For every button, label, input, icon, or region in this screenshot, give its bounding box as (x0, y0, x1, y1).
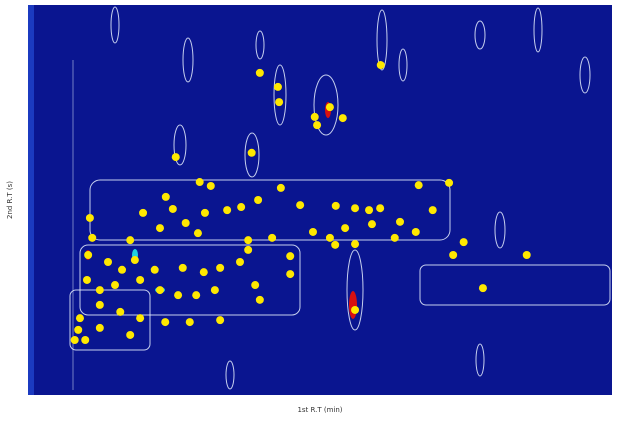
peak-point (277, 184, 285, 192)
peak-point (126, 236, 134, 244)
peak-point (207, 182, 215, 190)
peak-point (331, 241, 339, 249)
peak-point (479, 284, 487, 292)
peak-point (341, 224, 349, 232)
peak-point (161, 318, 169, 326)
plot-background (28, 5, 612, 395)
peak-point (256, 296, 264, 304)
peak-point (311, 113, 319, 121)
peak-point (365, 206, 373, 214)
peak-point (186, 318, 194, 326)
peak-point (332, 202, 340, 210)
peak-point (81, 336, 89, 344)
peak-point (131, 256, 139, 264)
peak-point (244, 236, 252, 244)
peak-point (88, 234, 96, 242)
peak-point (136, 276, 144, 284)
peak-point (211, 286, 219, 294)
peak-point (309, 228, 317, 236)
chart: 1st R.T (min) 2nd R.T (s) (0, 0, 618, 419)
peak-point (449, 251, 457, 259)
peak-point (118, 266, 126, 274)
peak-point (286, 270, 294, 278)
peak-point (275, 98, 283, 106)
peak-point (126, 331, 134, 339)
x-axis-label: 1st R.T (min) (297, 406, 342, 414)
peak-point (86, 214, 94, 222)
peak-point (151, 266, 159, 274)
peak-point (169, 205, 177, 213)
peak-point (268, 234, 276, 242)
peak-point (74, 326, 82, 334)
peak-point (368, 220, 376, 228)
peak-point (196, 178, 204, 186)
peak-point (76, 314, 84, 322)
peak-point (274, 83, 282, 91)
peak-point (339, 114, 347, 122)
peak-point (216, 316, 224, 324)
peak-point (192, 291, 200, 299)
peak-point (179, 264, 187, 272)
peak-point (326, 234, 334, 242)
peak-point (223, 206, 231, 214)
peak-point (445, 179, 453, 187)
peak-point (96, 301, 104, 309)
peak-point (236, 258, 244, 266)
peak-point (83, 276, 91, 284)
peak-point (162, 193, 170, 201)
peak-point (84, 251, 92, 259)
peak-point (71, 336, 79, 344)
peak-point (237, 203, 245, 211)
peak-point (194, 229, 202, 237)
peak-point (429, 206, 437, 214)
peak-point (523, 251, 531, 259)
peak-point (351, 240, 359, 248)
peak-point (351, 204, 359, 212)
peak-point (182, 219, 190, 227)
peak-point (104, 258, 112, 266)
peak-point (376, 204, 384, 212)
peak-point (244, 246, 252, 254)
peak-point (116, 308, 124, 316)
hot-spot (349, 291, 357, 319)
peak-point (286, 252, 294, 260)
plot-edge (28, 5, 34, 395)
peak-point (96, 324, 104, 332)
peak-point (391, 234, 399, 242)
peak-point (172, 153, 180, 161)
peak-point (248, 149, 256, 157)
peak-point (111, 281, 119, 289)
peak-point (460, 238, 468, 246)
peak-point (412, 228, 420, 236)
page: {"chart_data": {"type": "scatter", "x_la… (0, 0, 618, 419)
peak-point (256, 69, 264, 77)
peak-point (216, 264, 224, 272)
peak-point (136, 314, 144, 322)
peak-point (251, 281, 259, 289)
peak-point (254, 196, 262, 204)
peak-point (139, 209, 147, 217)
peak-point (396, 218, 404, 226)
peak-point (201, 209, 209, 217)
peak-point (351, 306, 359, 314)
peak-point (415, 181, 423, 189)
peak-point (96, 286, 104, 294)
peak-point (156, 224, 164, 232)
peak-point (296, 201, 304, 209)
peak-point (313, 121, 321, 129)
peak-point (174, 291, 182, 299)
peak-point (326, 103, 334, 111)
y-axis-label: 2nd R.T (s) (6, 181, 14, 219)
peak-point (156, 286, 164, 294)
peak-point (200, 268, 208, 276)
peak-point (377, 61, 385, 69)
